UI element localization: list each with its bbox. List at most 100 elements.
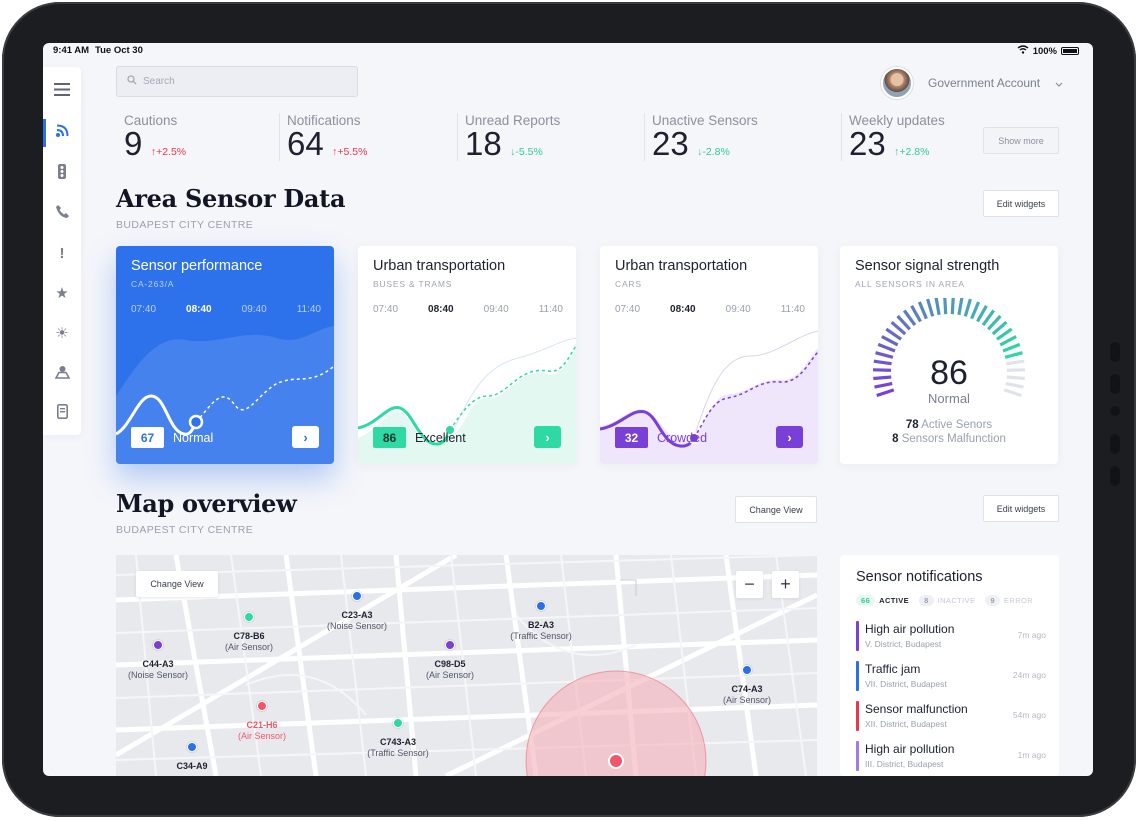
state-label: Normal (173, 431, 214, 445)
notification-location: III. District, Budapest (865, 759, 944, 769)
status-bar-indicator (856, 661, 859, 691)
edit-widgets-button[interactable]: Edit widgets (983, 190, 1059, 217)
status-right: 100% (1017, 45, 1079, 57)
divider (457, 113, 458, 161)
card-title: Urban transportation (615, 258, 748, 274)
sidebar-item-favorites[interactable]: ★ (43, 273, 81, 313)
sidebar-item-alerts[interactable]: ! (43, 233, 81, 273)
notification-title: Sensor malfunction (865, 702, 968, 716)
zoom-in-button[interactable]: + (772, 571, 799, 598)
side-button (1110, 374, 1120, 394)
urban-transport-cars-card[interactable]: Urban transportation CARS 07:40 08:40 09… (600, 246, 818, 464)
map-view[interactable]: Change View − + C23-A3 (Noise Sensor) C78… (116, 555, 817, 776)
tab-inactive[interactable]: 8 INACTIVE (919, 595, 975, 606)
sensor-pin[interactable] (393, 718, 403, 728)
sensor-pin[interactable] (742, 665, 752, 675)
gauge-tick (877, 342, 896, 353)
sidebar-item-reports[interactable] (43, 393, 81, 433)
gauge-tick (976, 305, 988, 323)
time-axis: 07:40 08:40 09:40 11:40 (131, 304, 321, 315)
sensor-performance-chart (116, 326, 334, 464)
change-view-button[interactable]: Change View (735, 496, 817, 523)
sensor-label: C74-A3 (Air Sensor) (722, 684, 771, 705)
notification-time: 24m ago (1012, 670, 1046, 680)
stat-label: Notifications (287, 113, 361, 128)
value-badge: 32 (615, 427, 648, 448)
sidebar-item-traffic[interactable] (43, 153, 81, 193)
phone-icon (55, 204, 70, 223)
document-icon (56, 403, 68, 423)
search-input[interactable]: Search (116, 66, 358, 97)
time-tick: 11:40 (538, 304, 563, 315)
signal-strength-card[interactable]: Sensor signal strength ALL SENSORS IN AR… (840, 246, 1058, 464)
tab-active[interactable]: 66 ACTIVE (856, 595, 909, 606)
map-change-view-button[interactable]: Change View (136, 571, 218, 597)
stat-notifications: Notifications 64 ↑+5.5% (287, 113, 368, 165)
chevron-right-icon: › (787, 429, 792, 445)
gauge-tick (963, 298, 972, 317)
chevron-right-icon: › (545, 429, 550, 445)
malfunction-sensors-stat: 8 Sensors Malfunction (892, 433, 1006, 445)
sidebar-item-profile[interactable] (43, 353, 81, 393)
sensor-pin[interactable] (257, 701, 267, 711)
menu-icon[interactable] (43, 69, 81, 109)
stat-label: Cautions (124, 113, 178, 128)
urban-transport-buses-card[interactable]: Urban transportation BUSES & TRAMS 07:40… (358, 246, 576, 464)
gauge-tick (896, 314, 911, 331)
open-card-button[interactable]: › (534, 426, 561, 448)
open-card-button[interactable]: › (776, 426, 803, 448)
notification-item[interactable]: High air pollution III. District, Budape… (856, 741, 1046, 771)
card-subtitle: ALL SENSORS IN AREA (855, 279, 965, 289)
time-tick: 07:40 (131, 304, 157, 315)
tab-error[interactable]: 9 ERROR (985, 595, 1033, 606)
card-title: Sensor signal strength (855, 258, 1000, 274)
gauge-tick (885, 327, 903, 341)
sensor-pin[interactable] (352, 591, 362, 601)
open-card-button[interactable]: › (292, 426, 319, 448)
sensor-label: C23-A3 (Noise Sensor) (326, 610, 388, 631)
edit-widgets-button[interactable]: Edit widgets (983, 495, 1059, 522)
stat-value: 9 (124, 125, 143, 162)
sensor-pin[interactable] (153, 640, 163, 650)
sidebar-item-weather[interactable]: ☀ (43, 313, 81, 353)
stat-value: 23 (652, 125, 689, 162)
notification-location: XII. District, Budapest (865, 719, 947, 729)
sidebar-item-signal[interactable] (43, 113, 81, 153)
notification-item[interactable]: Traffic jam VII. District, Budapest 24m … (856, 661, 1046, 691)
sidebar-item-calls[interactable] (43, 193, 81, 233)
time-tick: 07:40 (373, 304, 399, 315)
time-tick: 09:40 (241, 304, 267, 315)
sensor-pin[interactable] (445, 640, 455, 650)
notification-title: High air pollution (865, 742, 955, 756)
gauge-tick (873, 359, 892, 366)
show-more-button[interactable]: Show more (983, 127, 1059, 154)
gauge-tick (1003, 388, 1022, 398)
notification-tabs: 66 ACTIVE 8 INACTIVE 9 ERROR (856, 595, 1033, 606)
notification-item[interactable]: High air pollution V. District, Budapest… (856, 621, 1046, 651)
card-subtitle: CARS (615, 279, 642, 289)
wifi-icon (1017, 45, 1029, 57)
sensor-pin[interactable] (244, 612, 254, 622)
sensor-pin[interactable] (536, 601, 546, 611)
sensor-pin[interactable] (187, 742, 197, 752)
gauge-tick (957, 298, 964, 316)
gauge-value: 86 (930, 354, 968, 392)
status-bar-indicator (856, 741, 859, 771)
gauge-tick (943, 298, 948, 315)
state-label: Crowded (657, 431, 708, 445)
time-axis: 07:40 08:40 09:40 11:40 (615, 304, 805, 315)
sensor-label: C21-H6 (Air Sensor) (237, 720, 286, 741)
chevron-down-icon (1055, 76, 1063, 90)
sensor-label: B2-A3 (Traffic Sensor) (510, 620, 572, 641)
stat-value: 23 (849, 125, 886, 162)
app-screen: 9:41 AM Tue Oct 30 100% (43, 43, 1093, 776)
stat-change: ↑+2.8% (894, 146, 930, 158)
divider (279, 113, 280, 161)
section-subtitle-map: BUDAPEST CITY CENTRE (116, 524, 254, 536)
time-tick: 09:40 (483, 304, 509, 315)
account-menu[interactable]: Government Account (881, 67, 1063, 99)
sensor-performance-card[interactable]: Sensor performance CA-263/A 07:40 08:40 … (116, 246, 334, 464)
zoom-out-button[interactable]: − (736, 571, 763, 598)
notification-item[interactable]: Sensor malfunction XII. District, Budape… (856, 701, 1046, 731)
gauge-tick (934, 298, 941, 316)
